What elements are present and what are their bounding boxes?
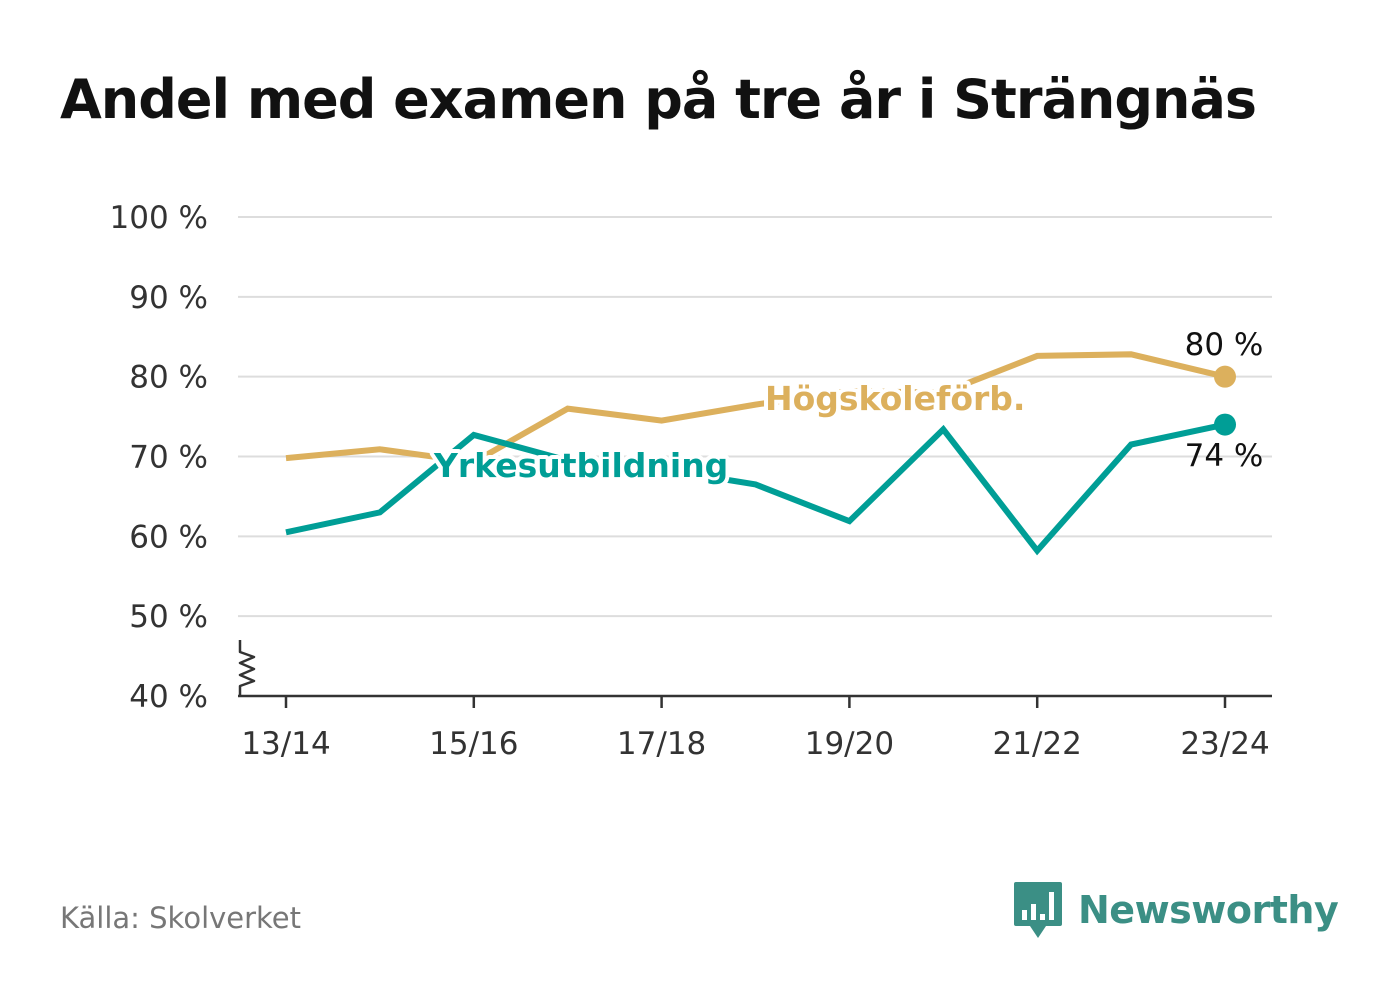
x-tick-label: 19/20 bbox=[805, 726, 894, 762]
gridlines bbox=[238, 216, 1272, 618]
y-tick-label: 50 % bbox=[129, 599, 208, 635]
newsworthy-icon bbox=[1014, 882, 1062, 938]
newsworthy-logo: Newsworthy bbox=[1012, 880, 1339, 940]
series-line-1 bbox=[285, 421, 1226, 556]
series-line-0 bbox=[285, 351, 1226, 466]
y-axis-ticks: 40 % 50 % 60 % 70 % 80 % 90 % 100 % bbox=[110, 200, 256, 715]
series-label: Högskoleförb. bbox=[765, 379, 1025, 418]
y-tick-label: 100 % bbox=[110, 200, 208, 236]
axis-break bbox=[238, 640, 256, 696]
end-value-label: 80 % bbox=[1185, 327, 1264, 363]
source-note: Källa: Skolverket bbox=[60, 901, 302, 935]
y-tick-label: 40 % bbox=[129, 679, 208, 715]
x-tick-label: 17/18 bbox=[617, 726, 706, 762]
x-tick-label: 15/16 bbox=[429, 726, 518, 762]
end-value-label: 74 % bbox=[1185, 438, 1264, 474]
brand-name: Newsworthy bbox=[1078, 888, 1339, 932]
data-point bbox=[1214, 413, 1236, 436]
y-tick-label: 60 % bbox=[129, 519, 208, 555]
series-label: Yrkesutbildning bbox=[433, 446, 728, 485]
chart-title: Andel med examen på tre år i Strängnäs bbox=[60, 68, 1257, 131]
series-lines bbox=[285, 351, 1236, 556]
x-tick-label: 23/24 bbox=[1180, 726, 1269, 762]
x-tick-label: 21/22 bbox=[993, 726, 1082, 762]
data-point bbox=[1214, 365, 1236, 388]
y-tick-label: 90 % bbox=[129, 280, 208, 316]
x-tick-label: 13/14 bbox=[241, 726, 330, 762]
y-tick-label: 70 % bbox=[129, 440, 208, 476]
series-labels: Högskoleförb. Yrkesutbildning 80 % 74 % bbox=[429, 327, 1264, 489]
x-axis: 13/14 15/16 17/18 19/20 21/22 23/24 bbox=[238, 694, 1272, 762]
y-tick-label: 80 % bbox=[129, 360, 208, 396]
